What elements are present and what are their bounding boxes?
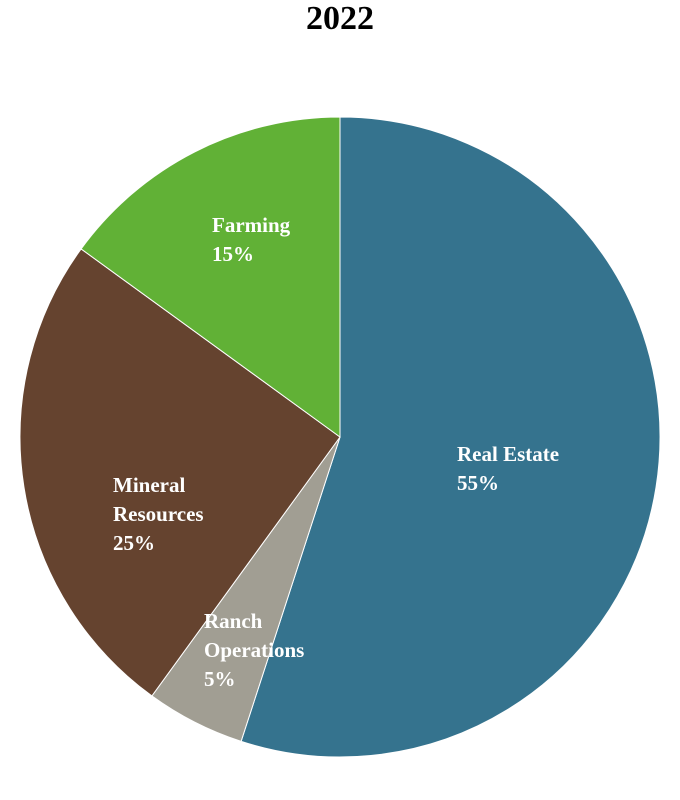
pie-slice-mineral-resources (19, 248, 341, 697)
chart-title: 2022 (306, 0, 374, 37)
pie-slices (19, 116, 661, 758)
slice-label-farming: Farming 15% (212, 213, 291, 266)
pie-labels: Real Estate 55% Ranch Operations 5%Mineral Re… (113, 213, 559, 691)
pie-slice-real-estate (240, 116, 661, 758)
slice-label-ranch-operations: Ranch Operations 5% (204, 609, 304, 691)
pie-slice-farming (80, 116, 341, 438)
slice-label-mineral-resources: Mineral Resources 25% (113, 473, 204, 555)
slice-label-real-estate: Real Estate 55% (457, 442, 559, 495)
